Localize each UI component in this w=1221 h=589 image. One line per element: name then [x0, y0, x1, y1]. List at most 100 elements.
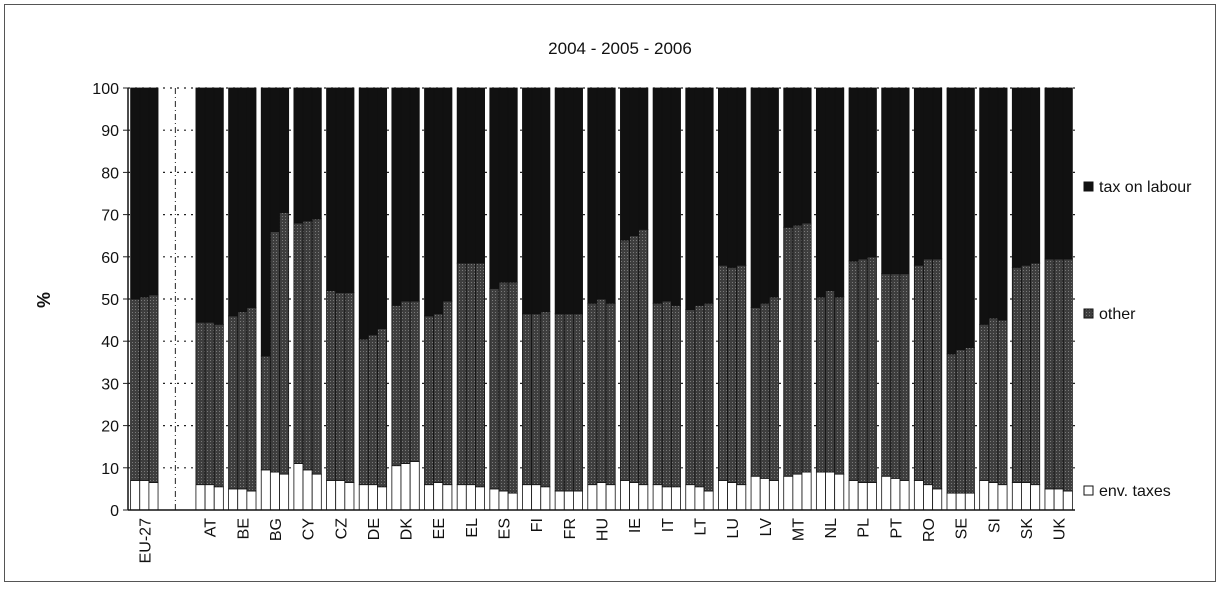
- bar-segment-tax-on-labour: [335, 87, 346, 294]
- legend-label: tax on labour: [1099, 179, 1192, 196]
- bar-segment-env-taxes: [801, 471, 812, 511]
- bar-segment-env-taxes: [279, 473, 290, 511]
- bar-segment-tax-on-labour: [913, 87, 924, 266]
- bar-segment-other: [456, 262, 467, 486]
- bar-segment-tax-on-labour: [1044, 87, 1055, 260]
- bar-segment-tax-on-labour: [964, 87, 975, 348]
- bar-segment-other: [507, 281, 518, 494]
- legend-swatch: [1083, 485, 1094, 496]
- bar-segment-tax-on-labour: [260, 87, 271, 357]
- y-tick-label: 10: [101, 461, 119, 478]
- bar-segment-tax-on-labour: [204, 87, 215, 323]
- bar-segment-other: [1011, 266, 1022, 483]
- bar-segment-env-taxes: [605, 484, 616, 511]
- bar-segment-env-taxes: [148, 482, 159, 511]
- bar-segment-env-taxes: [498, 490, 509, 511]
- bar-segment-other: [815, 296, 826, 473]
- bar-segment-env-taxes: [997, 484, 1008, 511]
- bar-segment-env-taxes: [465, 484, 476, 511]
- bar-segment-env-taxes: [311, 473, 322, 511]
- bar-segment-other: [652, 302, 663, 486]
- bar-segment-env-taxes: [750, 475, 761, 511]
- y-tick-label: 20: [101, 419, 119, 436]
- bar-segment-env-taxes: [1053, 488, 1064, 511]
- bar-segment-env-taxes: [391, 465, 402, 511]
- y-tick-label: 40: [101, 334, 119, 351]
- bar-segment-env-taxes: [736, 484, 747, 511]
- bar-segment-other: [685, 309, 696, 486]
- bar-segment-env-taxes: [456, 484, 467, 511]
- bar-segment-other: [932, 258, 943, 490]
- bar-segment-other: [1053, 258, 1064, 490]
- bar-segment-env-taxes: [596, 482, 607, 511]
- bar-segment-tax-on-labour: [456, 87, 467, 264]
- bar-segment-tax-on-labour: [979, 87, 990, 325]
- bar-segment-other: [377, 328, 388, 488]
- bar-segment-tax-on-labour: [507, 87, 518, 283]
- bar-segment-tax-on-labour: [279, 87, 290, 213]
- bar-segment-other: [866, 256, 877, 483]
- x-category-label: DK: [399, 518, 416, 541]
- bar-segment-other: [335, 292, 346, 481]
- bar-segment-tax-on-labour: [130, 87, 141, 300]
- bar-segment-env-taxes: [652, 484, 663, 511]
- bar-segment-other: [228, 315, 239, 490]
- y-tick-label: 70: [101, 208, 119, 225]
- x-category-label: IE: [627, 518, 644, 533]
- bar-segment-other: [246, 307, 257, 492]
- bar-segment-env-taxes: [890, 477, 901, 511]
- bar-segment-tax-on-labour: [620, 87, 630, 241]
- bar-segment-env-taxes: [703, 490, 714, 511]
- bar-segment-env-taxes: [475, 486, 485, 511]
- bar-segment-tax-on-labour: [302, 87, 313, 222]
- bar-segment-tax-on-labour: [237, 87, 248, 313]
- bar-segment-other: [661, 300, 672, 488]
- bar-segment-tax-on-labour: [605, 87, 616, 304]
- x-category-label: PL: [856, 518, 873, 538]
- bar-segment-env-taxes: [964, 492, 975, 511]
- bar-segment-other: [848, 260, 859, 481]
- bar-segment-tax-on-labour: [792, 87, 803, 226]
- bar-segment-other: [792, 224, 803, 475]
- bar-segment-tax-on-labour: [932, 87, 943, 260]
- bar-segment-tax-on-labour: [554, 87, 565, 315]
- bar-segment-other: [148, 294, 159, 483]
- bar-segment-tax-on-labour: [311, 87, 322, 220]
- bar-segment-tax-on-labour: [955, 87, 966, 351]
- bar-segment-env-taxes: [768, 480, 779, 511]
- bar-segment-env-taxes: [1021, 482, 1031, 511]
- x-category-label: EE: [431, 518, 448, 539]
- bar-segment-env-taxes: [424, 484, 435, 511]
- bar-segment-other: [311, 218, 322, 475]
- bar-segment-other: [213, 323, 224, 488]
- bar-segment-tax-on-labour: [638, 87, 649, 230]
- x-category-label: DE: [366, 518, 383, 540]
- bar-segment-tax-on-labour: [694, 87, 705, 306]
- x-category-label: AT: [203, 518, 220, 537]
- bar-segment-other: [139, 296, 150, 481]
- bar-segment-tax-on-labour: [391, 87, 402, 306]
- bar-segment-env-taxes: [302, 469, 313, 511]
- bar-segment-tax-on-labour: [997, 87, 1008, 321]
- bar-segment-other: [344, 292, 355, 483]
- bar-segment-tax-on-labour: [1021, 87, 1031, 266]
- bar-segment-other: [563, 313, 574, 492]
- bar-segment-other: [269, 231, 280, 473]
- bar-segment-tax-on-labour: [1011, 87, 1022, 268]
- bar-segment-tax-on-labour: [848, 87, 859, 262]
- bar-segment-tax-on-labour: [768, 87, 779, 298]
- bar-segment-other: [923, 258, 934, 486]
- bar-segment-env-taxes: [358, 484, 369, 511]
- bar-segment-env-taxes: [1044, 488, 1055, 511]
- legend-swatch: [1083, 181, 1094, 192]
- bar-segment-other: [899, 273, 910, 481]
- bar-segment-env-taxes: [899, 480, 910, 511]
- bar-segment-other: [587, 302, 598, 486]
- bar-segment-env-taxes: [923, 484, 934, 511]
- bar-segment-tax-on-labour: [718, 87, 728, 266]
- bar-segment-tax-on-labour: [834, 87, 845, 298]
- bar-segment-tax-on-labour: [881, 87, 892, 275]
- x-category-label: NL: [823, 518, 840, 539]
- bar-segment-env-taxes: [554, 490, 565, 511]
- bar-segment-tax-on-labour: [358, 87, 369, 340]
